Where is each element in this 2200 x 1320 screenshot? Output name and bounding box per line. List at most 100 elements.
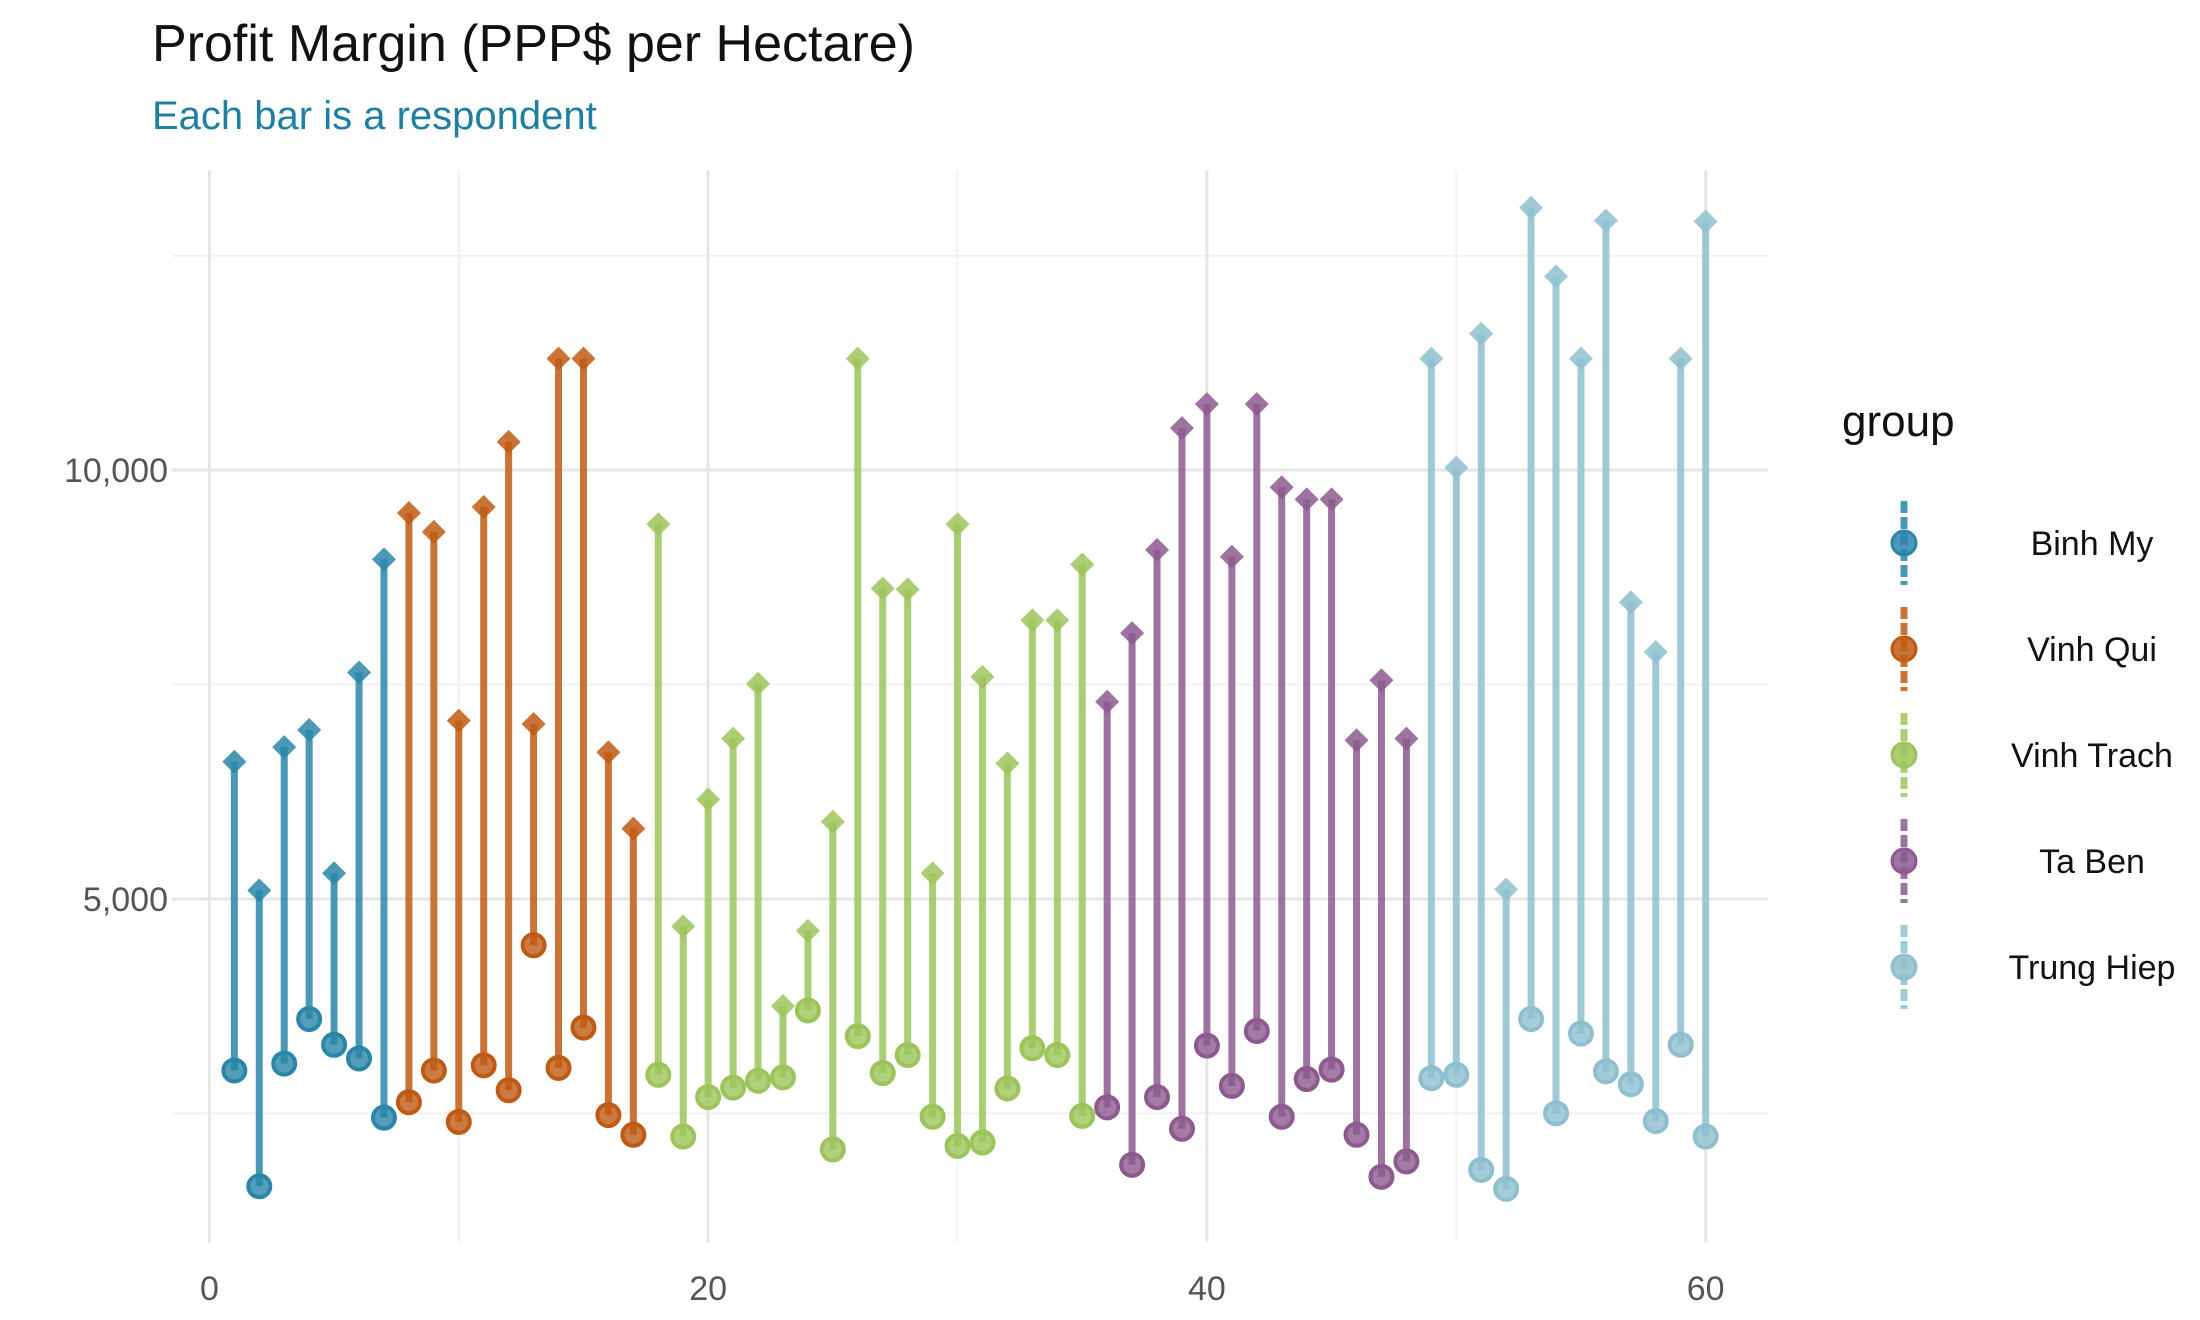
start-circle-marker <box>1592 1058 1619 1085</box>
start-circle-marker <box>919 1103 946 1130</box>
start-circle-marker <box>470 1052 497 1079</box>
start-circle-marker <box>246 1173 273 1200</box>
start-circle-marker <box>670 1123 697 1150</box>
start-circle-marker <box>1168 1115 1195 1142</box>
start-circle-marker <box>545 1054 572 1081</box>
x-tick-label: 60 <box>1687 1270 1725 1308</box>
end-diamond-marker <box>870 576 895 601</box>
start-circle-marker <box>745 1067 772 1094</box>
start-circle-marker <box>1343 1121 1370 1148</box>
start-circle-marker <box>769 1064 796 1091</box>
end-diamond-marker <box>1643 639 1668 664</box>
end-diamond-marker <box>1344 728 1369 753</box>
start-circle-marker <box>869 1060 896 1087</box>
end-diamond-marker <box>471 495 496 520</box>
end-diamond-marker <box>795 918 820 943</box>
start-circle-marker <box>1268 1103 1295 1130</box>
x-tick-label: 20 <box>689 1270 727 1308</box>
start-circle-marker <box>794 997 821 1024</box>
end-diamond-marker <box>1145 537 1170 562</box>
chart-subtitle: Each bar is a respondent <box>152 94 597 138</box>
start-circle-marker <box>695 1084 722 1111</box>
end-diamond-marker <box>945 512 970 537</box>
start-circle-marker <box>395 1089 422 1116</box>
start-circle-marker <box>1692 1123 1719 1150</box>
start-circle-marker <box>1443 1061 1470 1088</box>
end-diamond-marker <box>1444 455 1469 480</box>
start-circle-marker <box>1243 1018 1270 1045</box>
start-circle-marker <box>1368 1163 1395 1190</box>
start-circle-marker <box>296 1006 323 1033</box>
start-circle-marker <box>994 1075 1021 1102</box>
start-circle-marker <box>1218 1072 1245 1099</box>
end-diamond-marker <box>770 994 795 1019</box>
start-circle-marker <box>844 1023 871 1050</box>
end-diamond-marker <box>995 751 1020 776</box>
end-diamond-marker <box>1319 487 1344 512</box>
start-circle-marker <box>1069 1102 1096 1129</box>
end-diamond-marker <box>746 671 771 696</box>
end-diamond-marker <box>496 429 521 454</box>
start-circle-marker <box>1094 1094 1121 1121</box>
start-circle-marker <box>1468 1156 1495 1183</box>
start-circle-marker <box>495 1077 522 1104</box>
start-circle-marker <box>346 1045 373 1072</box>
start-circle-marker <box>420 1057 447 1084</box>
end-diamond-marker <box>421 519 446 544</box>
start-circle-marker <box>894 1042 921 1069</box>
start-circle-marker <box>1543 1100 1570 1127</box>
end-diamond-marker <box>1618 590 1643 615</box>
end-diamond-marker <box>1568 346 1593 371</box>
end-diamond-marker <box>1519 195 1544 220</box>
end-diamond-marker <box>1593 208 1618 233</box>
x-tick-label: 0 <box>200 1270 219 1308</box>
start-circle-marker <box>1567 1020 1594 1047</box>
legend-label: Vinh Trach <box>2011 737 2173 775</box>
end-diamond-marker <box>297 718 322 743</box>
start-circle-marker <box>720 1074 747 1101</box>
end-diamond-marker <box>1419 346 1444 371</box>
x-tick-label: 40 <box>1188 1270 1226 1308</box>
end-diamond-marker <box>1045 608 1070 633</box>
end-diamond-marker <box>1120 621 1145 646</box>
end-diamond-marker <box>721 726 746 751</box>
start-circle-marker <box>944 1132 971 1159</box>
end-diamond-marker <box>1095 689 1120 714</box>
start-circle-marker <box>645 1061 672 1088</box>
end-diamond-marker <box>1070 552 1095 577</box>
end-diamond-marker <box>1369 668 1394 693</box>
start-circle-marker <box>271 1050 298 1077</box>
start-circle-marker <box>221 1057 248 1084</box>
end-diamond-marker <box>646 512 671 537</box>
end-diamond-marker <box>696 787 721 812</box>
end-diamond-marker <box>322 861 347 886</box>
end-diamond-marker <box>272 735 297 760</box>
start-circle-marker <box>969 1129 996 1156</box>
start-circle-marker <box>1293 1066 1320 1093</box>
end-diamond-marker <box>895 577 920 602</box>
start-circle-marker <box>1144 1084 1171 1111</box>
end-diamond-marker <box>1020 608 1045 633</box>
start-circle-marker <box>1318 1056 1345 1083</box>
end-diamond-marker <box>247 878 272 903</box>
end-diamond-marker <box>1394 726 1419 751</box>
end-diamond-marker <box>1194 392 1219 417</box>
end-diamond-marker <box>446 708 471 733</box>
start-circle-marker <box>1617 1071 1644 1098</box>
legend-key-marker <box>1890 953 1918 981</box>
end-diamond-marker <box>1244 392 1269 417</box>
end-diamond-marker <box>820 809 845 834</box>
end-diamond-marker <box>1693 209 1718 234</box>
legend-key-marker <box>1890 529 1918 557</box>
start-circle-marker <box>1518 1006 1545 1033</box>
end-diamond-marker <box>596 740 621 765</box>
legend-title: group <box>1842 397 1955 446</box>
start-circle-marker <box>1193 1032 1220 1059</box>
start-circle-marker <box>445 1108 472 1135</box>
start-circle-marker <box>1493 1175 1520 1202</box>
end-diamond-marker <box>920 861 945 886</box>
end-diamond-marker <box>1668 346 1693 371</box>
start-circle-marker <box>520 932 547 959</box>
legend-key-marker <box>1890 635 1918 663</box>
